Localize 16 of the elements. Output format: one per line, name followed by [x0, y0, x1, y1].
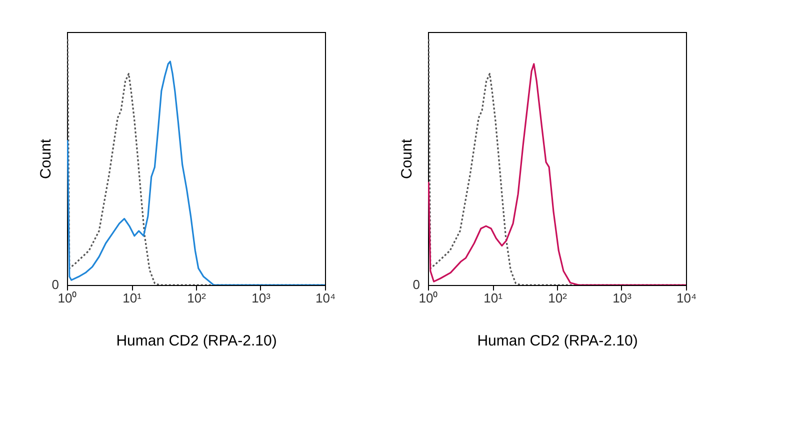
- x-tick-label: 10²: [187, 290, 207, 306]
- x-tick-label: 10³: [252, 290, 272, 306]
- x-tick-label: 10¹: [122, 290, 142, 306]
- x-axis-title: Human CD2 (RPA-2.10): [116, 332, 277, 350]
- x-tick-label: 10⁴: [676, 290, 697, 306]
- y-axis-title: Count: [398, 138, 416, 180]
- text: 0: [412, 277, 420, 292]
- x-tick-label: 10⁴: [315, 290, 336, 306]
- y-axis-title: Count: [38, 138, 54, 180]
- x-tick-label: 10²: [548, 290, 568, 306]
- x-axis-title: Human CD2 (RPA-2.10): [477, 332, 638, 350]
- x-tick-label: 10¹: [484, 290, 504, 306]
- x-tick-label: 10⁰: [418, 290, 438, 306]
- x-tick-label: 10⁰: [58, 290, 78, 306]
- text: 0: [52, 277, 59, 292]
- x-tick-label: 10³: [612, 290, 632, 306]
